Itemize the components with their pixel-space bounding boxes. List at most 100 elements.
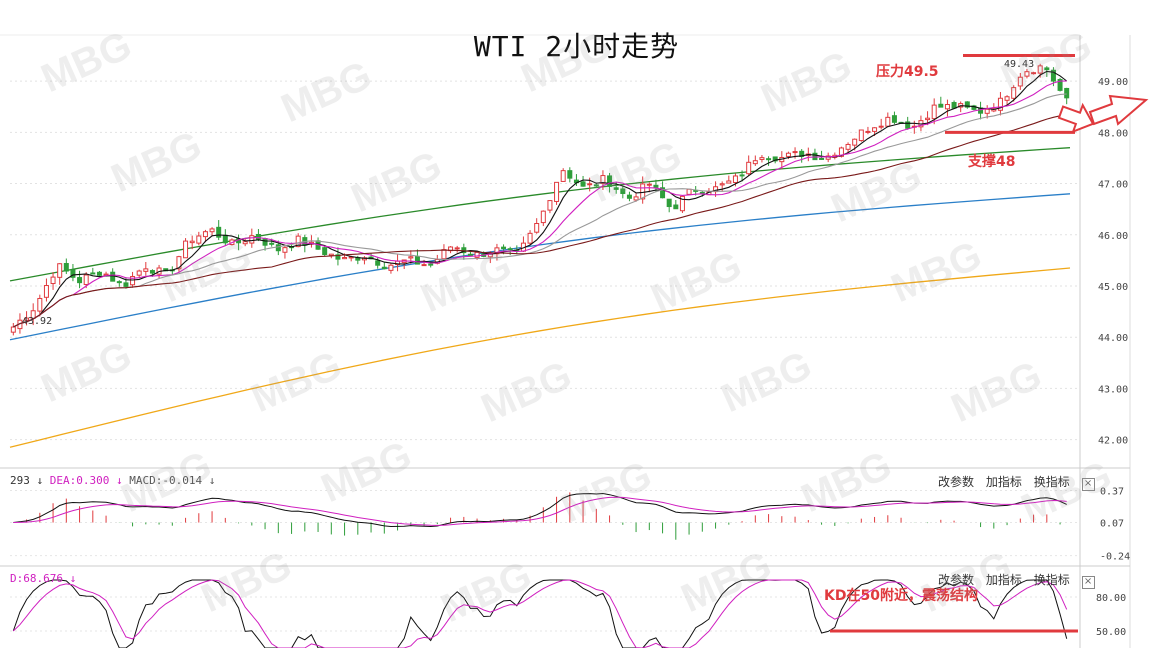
candle-body [964, 101, 970, 108]
candle-body [726, 180, 732, 184]
candle-body [620, 188, 626, 194]
kd-switch-indicator-button[interactable]: 换指标 [1033, 573, 1070, 587]
candle-body [24, 317, 30, 321]
moving-average-line [9, 147, 1071, 282]
candle-body [494, 247, 500, 255]
max-price-label: 49.43 [1004, 59, 1035, 70]
candle-body [759, 157, 765, 160]
candle-body [282, 247, 288, 253]
candle-body [905, 121, 911, 129]
candle-body [90, 272, 96, 275]
macd-dea-value: DEA:0.300 ↓ [49, 474, 123, 487]
macd-dif-line [13, 492, 1067, 528]
candle-body [580, 181, 586, 187]
candle-body [825, 155, 831, 160]
candle-body [30, 310, 36, 319]
candle-body [507, 248, 513, 251]
macd-add-indicator-button[interactable]: 加指标 [985, 475, 1022, 489]
macd-tick-label: 0.37 [1100, 487, 1124, 498]
price-tick-label: 43.00 [1098, 384, 1128, 395]
candle-body [792, 151, 798, 154]
candle-body [209, 228, 215, 233]
candle-body [640, 183, 646, 200]
macd-macd-value: MACD:-0.014 ↓ [129, 474, 216, 487]
candle-body [739, 174, 745, 177]
candle-body [878, 125, 884, 128]
candle-body [202, 231, 208, 238]
candle-body [43, 285, 49, 298]
price-tick-label: 44.00 [1098, 333, 1128, 344]
candle-body [600, 175, 606, 184]
arrow-icon [1088, 94, 1149, 126]
macd-params-button[interactable]: 改参数 [938, 475, 975, 489]
kd-d-value: D:68.676 ↓ [10, 572, 77, 585]
candle-body [819, 157, 825, 160]
resistance-annotation: 压力49.5 [876, 64, 939, 80]
candle-body [408, 256, 414, 259]
macd-controls: 改参数 加指标 换指标 × [930, 473, 1095, 491]
candle-body [428, 263, 434, 266]
candle-body [388, 264, 394, 271]
candle-body [262, 238, 268, 246]
candle-body [587, 183, 593, 186]
candle-body [183, 240, 189, 259]
short-moving-average-line [13, 70, 1068, 328]
candle-body [196, 235, 202, 244]
candle-body [799, 150, 805, 157]
kd-add-indicator-button[interactable]: 加指标 [985, 573, 1022, 587]
macd-switch-indicator-button[interactable]: 换指标 [1033, 475, 1070, 489]
candle-body [951, 102, 957, 109]
candle-body [375, 260, 381, 266]
candle-body [944, 104, 950, 110]
macd-tick-label: 0.07 [1100, 519, 1124, 530]
candle-body [752, 160, 758, 165]
candle-body [37, 297, 43, 312]
candle-body [63, 263, 69, 272]
candle-body [626, 194, 632, 199]
candle-body [96, 271, 102, 276]
kd-params-button[interactable]: 改参数 [938, 573, 975, 587]
candle-body [255, 233, 261, 240]
candle-body [50, 276, 56, 285]
candle-body [931, 104, 937, 120]
candle-body [699, 191, 705, 194]
candle-body [70, 269, 76, 278]
candle-body [1064, 87, 1070, 99]
candle-body [938, 103, 944, 108]
candle-body [540, 210, 546, 224]
macd-close-icon[interactable]: × [1081, 478, 1095, 491]
price-tick-label: 48.00 [1098, 128, 1128, 139]
macd-tick-label: -0.24 [1100, 552, 1130, 563]
arrow-icon [1057, 102, 1095, 134]
candle-body [454, 247, 460, 250]
macd-header: 293 ↓ DEA:0.300 ↓ MACD:-0.014 ↓ [10, 474, 215, 487]
candle-body [1037, 65, 1043, 74]
candle-body [421, 264, 427, 267]
short-moving-average-line [13, 80, 1067, 328]
candle-body [534, 223, 540, 233]
candle-body [772, 156, 778, 162]
kd-tick-label: 80.00 [1096, 593, 1126, 604]
short-moving-average-line [13, 93, 1067, 328]
kd-header: D:68.676 ↓ [10, 572, 76, 585]
candle-body [686, 188, 692, 195]
candle-body [852, 138, 858, 146]
support-annotation: 支撑48 [968, 154, 1016, 170]
macd-dif-value: 293 ↓ [10, 474, 44, 487]
candle-body [653, 184, 659, 188]
candle-body [1031, 72, 1037, 75]
candle-body [275, 244, 281, 252]
candle-body [613, 187, 619, 190]
candle-body [1004, 96, 1010, 101]
kd-k-line [12, 579, 1068, 648]
candle-body [130, 276, 136, 286]
candle-body [381, 266, 387, 270]
min-price-label: 43.92 [22, 316, 53, 327]
candle-body [547, 200, 553, 211]
candle-body [83, 274, 89, 285]
candle-body [322, 247, 328, 255]
kd-close-icon[interactable]: × [1081, 576, 1095, 589]
candle-body [10, 326, 16, 333]
candle-body [838, 147, 844, 157]
